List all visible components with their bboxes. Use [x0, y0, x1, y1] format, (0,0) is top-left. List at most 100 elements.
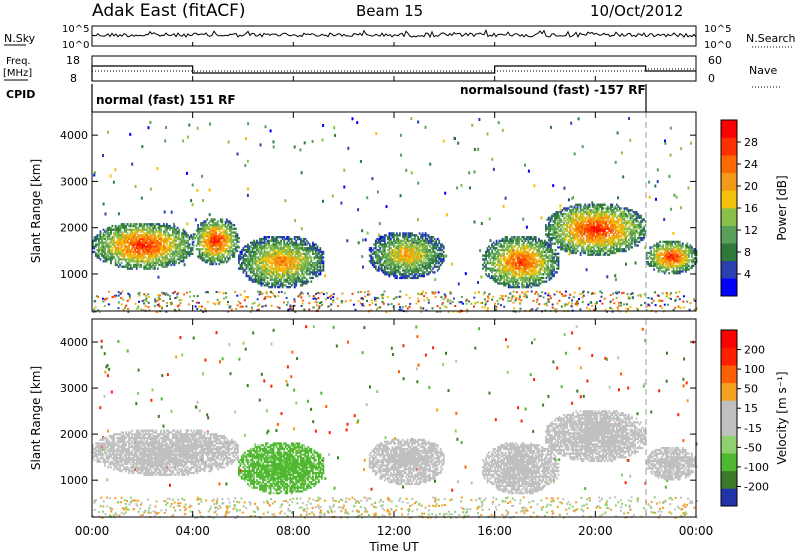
backscatter-cell	[140, 230, 143, 233]
backscatter-cell	[254, 261, 257, 265]
backscatter-cell	[280, 278, 282, 281]
backscatter-cell	[209, 224, 212, 227]
ground-scatter-mark	[434, 295, 437, 298]
backscatter-cell	[415, 276, 418, 280]
backscatter-cell	[221, 225, 224, 229]
ground-scatter-mark	[234, 291, 237, 293]
ground-scatter-mark	[104, 298, 107, 301]
backscatter-cell	[149, 261, 152, 265]
backscatter-cell	[225, 244, 228, 247]
backscatter-cell	[201, 257, 204, 260]
backscatter-cell	[152, 239, 155, 242]
backscatter-cell	[265, 276, 267, 280]
backscatter-cell	[275, 239, 278, 242]
backscatter-cell	[230, 224, 233, 227]
backscatter-cell	[150, 230, 153, 233]
backscatter-cell	[272, 254, 275, 257]
noise-mark	[343, 185, 346, 189]
backscatter-cell	[212, 231, 215, 234]
noise-mark	[147, 126, 150, 130]
backscatter-cell	[160, 226, 162, 230]
backscatter-cell	[245, 254, 248, 257]
backscatter-cell	[260, 241, 263, 244]
backscatter-cell	[234, 235, 237, 238]
backscatter-cell	[131, 243, 134, 246]
backscatter-cell	[172, 254, 174, 257]
backscatter-cell	[178, 261, 180, 265]
backscatter-cell	[218, 257, 221, 260]
backscatter-cell	[155, 243, 158, 246]
backscatter-cell	[104, 245, 106, 248]
noise-mark	[491, 157, 494, 161]
backscatter-cell	[244, 261, 246, 265]
backscatter-cell	[138, 263, 141, 267]
backscatter-cell	[277, 247, 279, 250]
backscatter-cell	[192, 233, 195, 236]
backscatter-cell	[135, 256, 138, 259]
backscatter-cell	[107, 237, 109, 241]
backscatter-cell	[147, 230, 150, 233]
backscatter-cell	[209, 238, 212, 242]
backscatter-cell	[271, 284, 273, 287]
backscatter-cell	[272, 252, 275, 255]
backscatter-cell	[259, 271, 261, 274]
backscatter-cell	[219, 238, 222, 242]
backscatter-cell	[111, 249, 114, 252]
ground-scatter-mark	[371, 299, 373, 302]
backscatter-cell	[274, 280, 276, 283]
backscatter-cell	[99, 241, 102, 244]
backscatter-cell	[256, 252, 258, 255]
backscatter-cell	[228, 248, 231, 251]
backscatter-cell	[210, 261, 213, 264]
ground-scatter-mark	[514, 310, 517, 313]
backscatter-cell	[225, 227, 228, 230]
ground-scatter-mark	[566, 303, 569, 306]
backscatter-cell	[155, 252, 158, 255]
backscatter-cell	[225, 229, 228, 232]
noise-mark	[226, 239, 229, 242]
backscatter-cell	[277, 258, 279, 261]
backscatter-cell	[271, 249, 273, 252]
ground-scatter-mark	[555, 310, 557, 313]
backscatter-cell	[244, 269, 246, 272]
backscatter-cell	[274, 271, 276, 274]
backscatter-cell	[281, 276, 284, 280]
backscatter-cell	[265, 269, 267, 272]
backscatter-cell	[200, 235, 202, 238]
backscatter-cell	[280, 261, 282, 265]
backscatter-cell	[120, 237, 123, 241]
backscatter-cell	[135, 241, 138, 244]
backscatter-cell	[140, 256, 143, 259]
backscatter-cell	[156, 260, 159, 263]
backscatter-cell	[219, 249, 222, 253]
backscatter-cell	[234, 242, 237, 245]
backscatter-cell	[248, 276, 251, 280]
ground-scatter-mark	[452, 310, 455, 313]
backscatter-cell	[164, 256, 167, 259]
backscatter-cell	[147, 256, 150, 259]
ground-scatter-mark	[198, 305, 201, 308]
backscatter-cell	[215, 257, 218, 260]
ground-scatter-mark	[564, 294, 567, 297]
noise-mark	[198, 256, 201, 260]
ground-scatter-mark	[576, 302, 579, 305]
ground-scatter-mark	[647, 297, 650, 299]
noise-mark	[109, 174, 112, 178]
backscatter-cell	[134, 223, 137, 226]
backscatter-cell	[506, 258, 508, 261]
backscatter-cell	[111, 241, 114, 244]
backscatter-cell	[212, 253, 215, 256]
backscatter-cell	[209, 261, 212, 264]
backscatter-cell	[265, 241, 267, 244]
ground-scatter-mark	[518, 294, 521, 297]
ground-scatter-mark	[236, 304, 239, 307]
backscatter-cell	[150, 228, 153, 231]
noise-mark	[622, 175, 625, 179]
ground-scatter-mark	[363, 304, 365, 307]
backscatter-cell	[204, 261, 207, 264]
ground-scatter-mark	[178, 299, 181, 302]
backscatter-cell	[269, 249, 272, 252]
ground-scatter-mark	[488, 293, 491, 296]
backscatter-cell	[104, 249, 106, 252]
backscatter-cell	[222, 248, 225, 251]
